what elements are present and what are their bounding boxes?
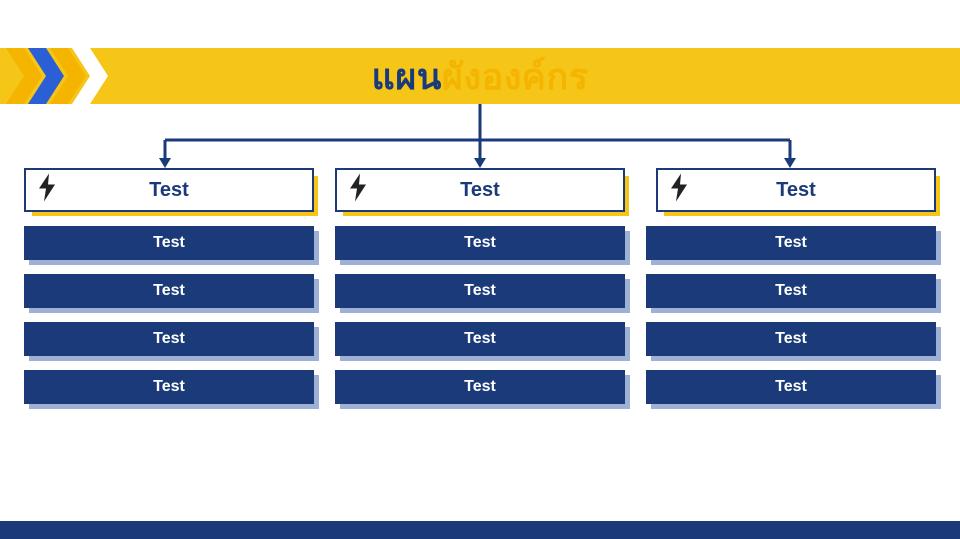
org-column: Test Test Test Test Test [646,168,936,404]
org-item: Test [335,226,625,260]
lightning-icon [347,173,369,203]
org-item: Test [646,322,936,356]
chevron-icon [6,46,136,106]
page-title: แผนผังองค์กร [372,48,589,105]
column-header-label: Test [776,179,816,202]
title-part-1: แผน [372,56,442,97]
footer-band [0,521,960,539]
lightning-icon [668,173,690,203]
org-item: Test [24,370,314,404]
org-item: Test [646,274,936,308]
org-item: Test [24,226,314,260]
column-header-box: Test [335,168,625,212]
org-column: Test Test Test Test Test [24,168,314,404]
org-item: Test [335,322,625,356]
column-header-label: Test [460,179,500,202]
org-item: Test [335,274,625,308]
org-item: Test [24,322,314,356]
org-item: Test [335,370,625,404]
org-columns: TestTestTestTestTest TestTestTestTestTes… [0,168,960,404]
org-item: Test [24,274,314,308]
header-band: แผนผังองค์กร [0,48,960,104]
org-item: Test [646,226,936,260]
lightning-icon [36,173,58,203]
title-part-2: ผังองค์กร [442,56,589,97]
column-header-label: Test [149,179,189,202]
org-item: Test [646,370,936,404]
org-connectors [0,104,960,174]
chevron-group [6,46,136,106]
column-header-box: Test [656,168,936,212]
org-column: Test Test Test Test Test [335,168,625,404]
column-header-box: Test [24,168,314,212]
